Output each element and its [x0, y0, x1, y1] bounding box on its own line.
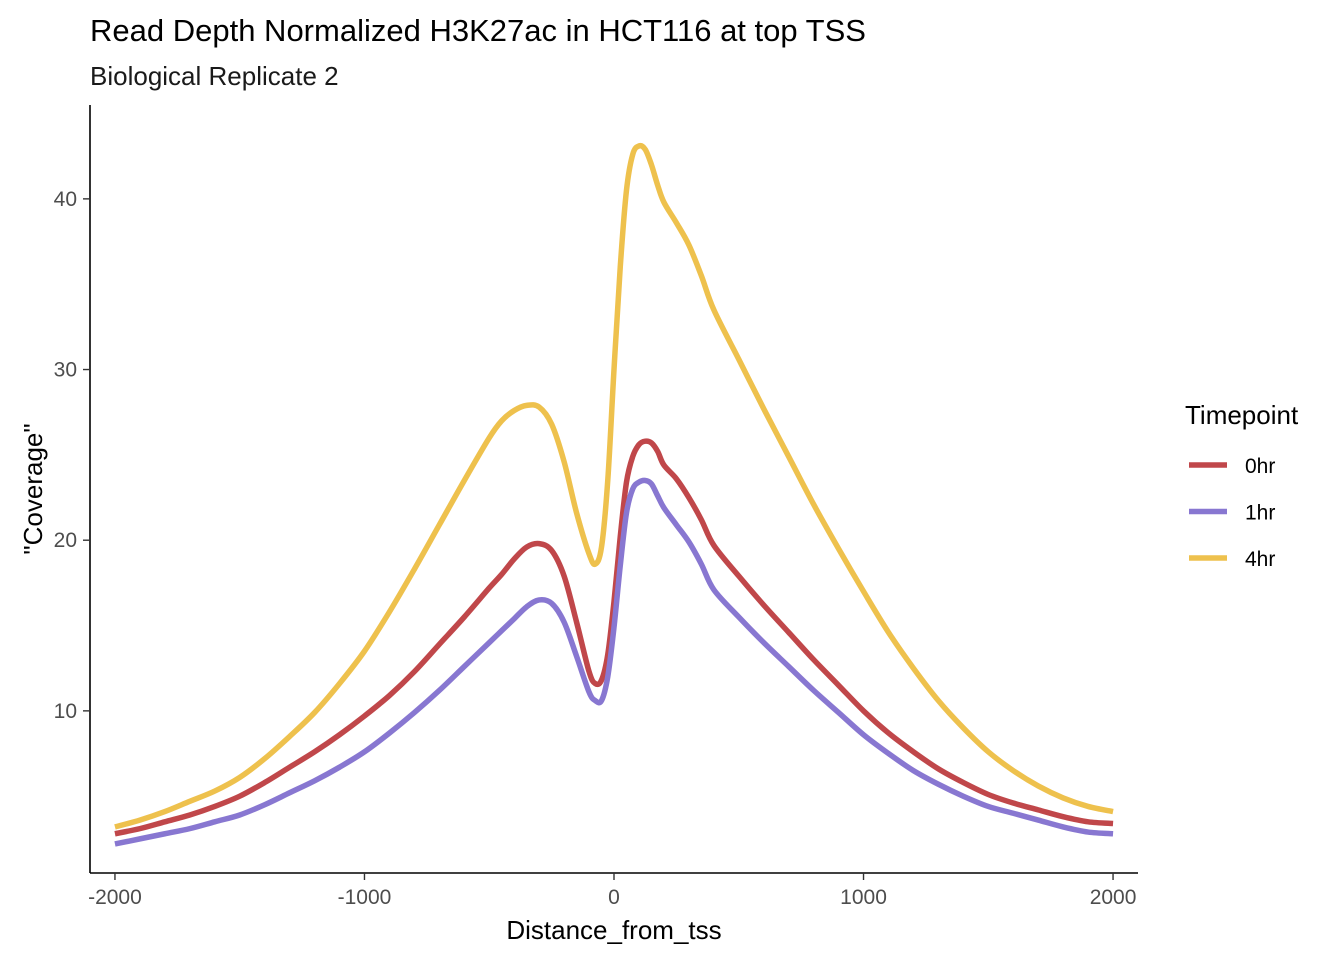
- legend-items: 0hr 1hr 4hr: [1189, 455, 1275, 571]
- x-tick-label: 2000: [1090, 886, 1137, 909]
- legend-label-0hr: 0hr: [1245, 455, 1275, 478]
- legend-label-4hr: 4hr: [1245, 548, 1275, 571]
- x-axis-ticks: -2000 -1000 0 1000 2000: [88, 873, 1136, 909]
- chart-title-group: Read Depth Normalized H3K27ac in HCT116 …: [90, 13, 866, 91]
- chart-subtitle: Biological Replicate 2: [90, 61, 339, 91]
- y-axis-title: "Coverage": [18, 423, 48, 554]
- x-tick-label: -1000: [338, 886, 392, 909]
- y-tick-label: 20: [54, 529, 77, 552]
- y-tick-label: 30: [54, 359, 77, 382]
- plot-lines: [114, 142, 1114, 847]
- x-axis-title: Distance_from_tss: [506, 915, 721, 945]
- y-tick-label: 10: [54, 700, 77, 723]
- x-tick-label: -2000: [88, 886, 142, 909]
- y-tick-label: 40: [54, 188, 77, 211]
- y-axis-ticks: 10 20 30 40: [54, 188, 90, 723]
- legend-title: Timepoint: [1185, 400, 1299, 430]
- chart-title: Read Depth Normalized H3K27ac in HCT116 …: [90, 13, 866, 48]
- x-tick-label: 1000: [840, 886, 887, 909]
- x-tick-label: 0: [608, 886, 620, 909]
- legend: Timepoint 0hr 1hr 4hr: [1185, 400, 1299, 571]
- legend-label-1hr: 1hr: [1245, 502, 1275, 525]
- series-line-1hr: [114, 477, 1114, 847]
- series-line-4hr: [114, 142, 1114, 830]
